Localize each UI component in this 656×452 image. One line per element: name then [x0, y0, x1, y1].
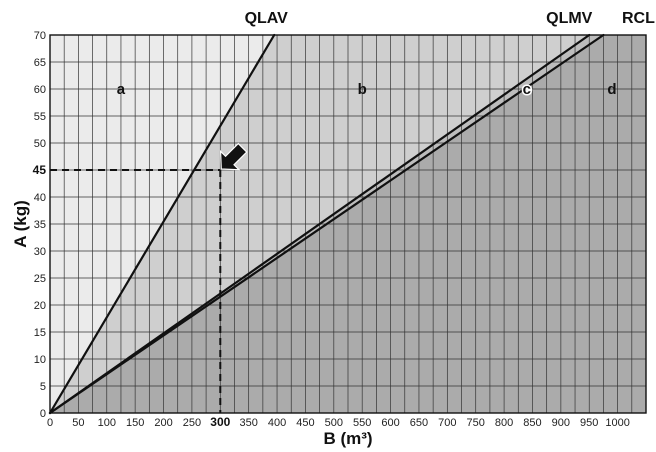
x-tick-label: 600: [381, 417, 399, 429]
x-tick-label: 150: [126, 417, 144, 429]
y-tick-label: 25: [34, 273, 46, 285]
x-axis-ticks: 0 50 100 150 200 250 300 350 400 450 500 550 600 650 7…: [47, 415, 630, 429]
y-axis-title: A (kg): [11, 200, 30, 248]
y-tick-label: 30: [34, 246, 46, 258]
x-tick-label: 700: [438, 417, 456, 429]
region-label-c: c: [523, 81, 531, 98]
x-tick-label: 350: [239, 417, 257, 429]
y-tick-label: 15: [34, 327, 46, 339]
x-tick-label: 250: [183, 417, 201, 429]
y-tick-label: 40: [34, 192, 46, 204]
series-line-qlav: [48, 33, 276, 415]
y-tick-label: 65: [34, 57, 46, 69]
x-tick-label: 900: [552, 417, 570, 429]
series-line-qlmv: [48, 33, 591, 415]
region-label-d: d: [607, 81, 616, 98]
x-tick-label: 550: [353, 417, 371, 429]
x-tick-label: 0: [47, 417, 53, 429]
x-tick-label: 650: [410, 417, 428, 429]
x-tick-label: 300: [210, 415, 230, 429]
reference-arrow-icon: [219, 142, 248, 171]
x-tick-label: 50: [72, 417, 84, 429]
y-axis-ticks: 0 5 10 15 20 25 30 35 40 45 50 55 60 65 70: [33, 30, 47, 420]
y-tick-label: 35: [34, 219, 46, 231]
y-tick-label: 55: [34, 111, 46, 123]
x-tick-label: 500: [325, 417, 343, 429]
y-tick-label: 60: [34, 84, 46, 96]
grid-lines: [49, 34, 647, 414]
series-line-rcl: [48, 33, 605, 415]
x-tick-label: 950: [580, 417, 598, 429]
series-label-qlav: QLAV: [245, 10, 289, 27]
x-tick-label: 750: [467, 417, 485, 429]
x-tick-label: 450: [296, 417, 314, 429]
reference-marker: [50, 142, 248, 413]
series-label-rcl: RCL: [622, 10, 655, 27]
x-tick-label: 100: [98, 417, 116, 429]
y-tick-label: 50: [34, 138, 46, 150]
y-tick-label: 10: [34, 354, 46, 366]
region-label-a: a: [117, 81, 126, 98]
y-tick-label: 0: [40, 408, 46, 420]
series-label-qlmv: QLMV: [546, 10, 593, 27]
x-tick-label: 400: [268, 417, 286, 429]
y-tick-label: 5: [40, 381, 46, 393]
y-tick-label: 45: [33, 163, 47, 177]
series-lines: [48, 33, 605, 415]
x-tick-label: 850: [523, 417, 541, 429]
x-tick-label: 1000: [605, 417, 629, 429]
region-label-b: b: [358, 81, 367, 98]
x-tick-label: 800: [495, 417, 513, 429]
y-tick-label: 20: [34, 300, 46, 312]
chart-labels: a b c d QLAV QLMV RCL: [117, 10, 655, 100]
y-tick-label: 70: [34, 30, 46, 42]
plot-frame: [49, 34, 647, 414]
x-axis-title: B (m³): [323, 429, 372, 448]
x-tick-label: 200: [154, 417, 172, 429]
reference-arrow-shape: [219, 142, 248, 171]
